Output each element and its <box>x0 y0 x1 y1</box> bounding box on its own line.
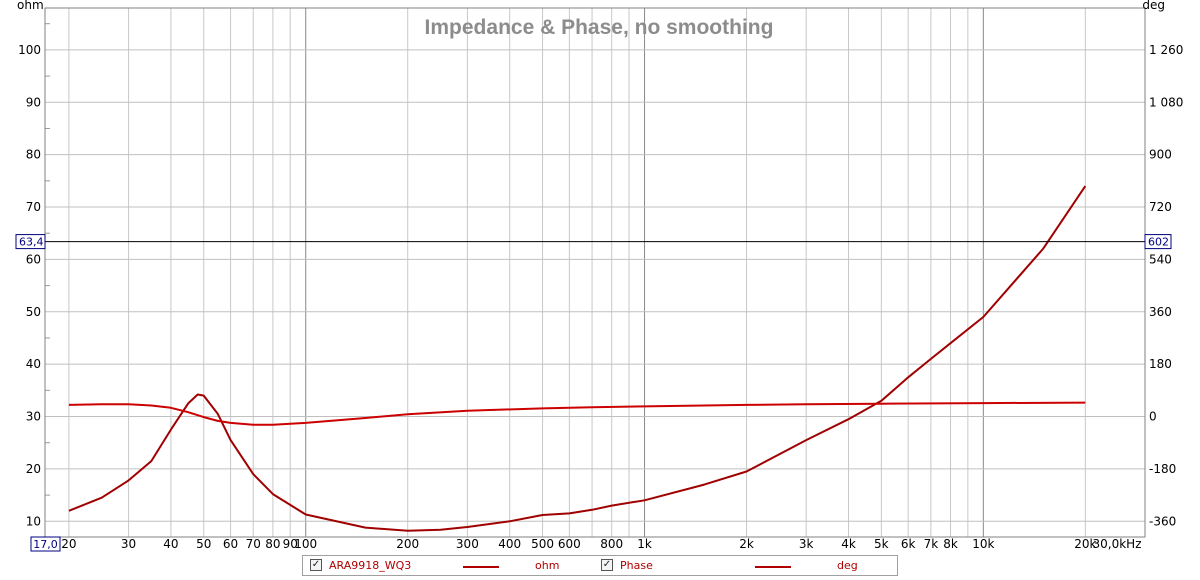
legend-ohm-swatch <box>463 566 499 568</box>
y-left-tick-label: 70 <box>26 200 41 214</box>
cursor-ohm-value: 63,4 <box>19 236 44 249</box>
phase-checkbox[interactable]: ✓ <box>601 559 613 571</box>
x-tick-label: 3k <box>799 537 814 551</box>
cursor-value-box-right <box>1144 234 1172 250</box>
x-tick-label: 50 <box>196 537 211 551</box>
grid-lines <box>45 8 1146 537</box>
x-tick-label: 800 <box>600 537 623 551</box>
y-left-tick-label: 30 <box>26 410 41 424</box>
y-right-tick-label: -360 <box>1149 514 1176 528</box>
cursor-deg-value: 602 <box>1148 236 1169 249</box>
x-tick-label: 200 <box>396 537 419 551</box>
x-tick-label: 40 <box>163 537 178 551</box>
legend-bar: ✓ ARA9918_WQ3 ohm ✓ Phase deg <box>302 555 898 576</box>
series-line-ohm <box>68 185 1087 532</box>
x-tick-label: 30 <box>121 537 136 551</box>
y-right-tick-label: 900 <box>1149 148 1172 162</box>
x-tick-label: 20k <box>1074 537 1096 551</box>
file-checkbox[interactable]: ✓ <box>310 559 322 571</box>
y-left-tick-label: 90 <box>26 95 41 109</box>
plot-frame <box>44 7 1146 538</box>
x-tick-label: 500 <box>531 537 554 551</box>
y-left-tick-label: 10 <box>26 514 41 528</box>
x-tick-label: 30,0kHz <box>1093 537 1142 551</box>
x-axis-start-label: 17,0 <box>33 538 58 551</box>
x-tick-label: 400 <box>498 537 521 551</box>
cursor-value-box-left <box>15 234 46 250</box>
x-tick-label: 2k <box>739 537 754 551</box>
series-layer <box>68 185 1087 532</box>
x-tick-label: 600 <box>558 537 581 551</box>
legend-ohm-label: ohm <box>535 559 560 572</box>
y-right-tick-label: 360 <box>1149 305 1172 319</box>
y-axis-left-ticks: 10 20 30 40 50 60 70 80 90 100 <box>18 43 41 528</box>
legend-deg-swatch <box>755 566 791 568</box>
y-right-tick-label: 180 <box>1149 357 1172 371</box>
cursor[interactable]: 63,4 602 <box>15 234 1172 250</box>
y-left-tick-label: 80 <box>26 148 41 162</box>
y-right-tick-label: 0 <box>1149 410 1157 424</box>
y-right-tick-label: 1 260 <box>1149 43 1183 57</box>
chart-title: Impedance & Phase, no smoothing <box>425 16 774 39</box>
x-tick-label: 90 <box>283 537 298 551</box>
y-axis-right-label: deg <box>1142 0 1165 12</box>
legend-file-label: ARA9918_WQ3 <box>329 559 412 572</box>
x-tick-label: 10k <box>972 537 994 551</box>
y-left-tick-label: 20 <box>26 462 41 476</box>
legend-phase-label: Phase <box>620 559 653 572</box>
y-left-tick-label: 50 <box>26 305 41 319</box>
y-left-tick-label: 40 <box>26 357 41 371</box>
plot-area <box>45 8 1145 537</box>
x-tick-label: 70 <box>246 537 261 551</box>
x-tick-label: 7k <box>924 537 939 551</box>
y-left-tick-label: 100 <box>18 43 41 57</box>
y-right-tick-label: -180 <box>1149 462 1176 476</box>
x-tick-label: 5k <box>874 537 889 551</box>
x-tick-label: 4k <box>841 537 856 551</box>
y-axis-left-label: ohm <box>17 0 44 12</box>
x-tick-label: 100 <box>294 537 317 551</box>
y-axis-right-ticks: -360 -180 0 180 360 540 720 900 1 080 1 260 <box>1149 43 1183 528</box>
x-axis-start-box <box>30 536 61 552</box>
x-tick-label: 20 <box>61 537 76 551</box>
legend-deg-label: deg <box>837 559 858 572</box>
x-tick-label: 8k <box>943 537 958 551</box>
y-left-tick-label: 60 <box>26 252 41 266</box>
x-tick-label: 6k <box>901 537 916 551</box>
x-tick-label: 60 <box>223 537 238 551</box>
x-tick-label: 80 <box>265 537 280 551</box>
y-right-tick-label: 1 080 <box>1149 95 1183 109</box>
series-line-deg <box>68 401 1086 426</box>
x-tick-label: 300 <box>456 537 479 551</box>
x-tick-label: 1k <box>637 537 652 551</box>
y-right-tick-label: 540 <box>1149 252 1172 266</box>
y-right-tick-label: 720 <box>1149 200 1172 214</box>
